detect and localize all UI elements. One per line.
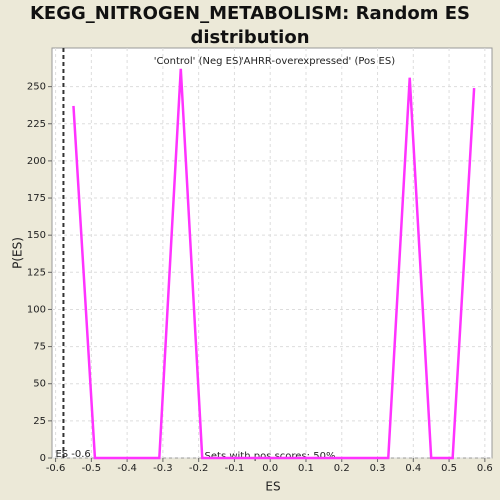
es-line [72,68,476,460]
y-tick-label: 250 [27,82,46,93]
x-tick-label: 0.4 [405,463,421,474]
x-tick-label: 0.6 [477,463,493,474]
y-tick-label: 125 [27,267,46,278]
x-tick-label: 0.2 [334,463,350,474]
y-tick-label: 150 [27,230,46,241]
y-tick-label: 0 [40,453,46,464]
x-tick-label: -0.1 [225,463,245,474]
observed-es-label: ES -0.6 [55,449,90,460]
x-tick-label: -0.4 [117,463,137,474]
chart-title: KEGG_NITROGEN_METABOLISM: Random ES dist… [29,3,471,48]
y-tick-label: 200 [27,156,46,167]
x-tick-label: -0.6 [46,463,66,474]
x-tick-label: 0.5 [441,463,457,474]
y-tick-label: 100 [27,304,46,315]
x-axis-label: ES [265,480,280,494]
x-tick-label: -0.5 [82,463,102,474]
y-tick-label: 225 [27,119,46,130]
x-tick-label: 0.3 [370,463,386,474]
x-tick-label: -0.3 [153,463,173,474]
legend-entry: 'Control' (Neg ES) [154,56,243,67]
y-axis-label: P(ES) [11,237,25,269]
x-tick-label: 0.1 [298,463,314,474]
y-tick-label: 175 [27,193,46,204]
plot-area [51,47,493,459]
y-tick-label: 50 [33,379,46,390]
x-tick-label: -0.2 [189,463,209,474]
legend-entry: 'AHRR-overexpressed' (Pos ES) [241,56,395,67]
y-tick-label: 25 [33,416,46,427]
y-tick-label: 75 [33,342,46,353]
x-tick-label: 0.0 [262,463,278,474]
